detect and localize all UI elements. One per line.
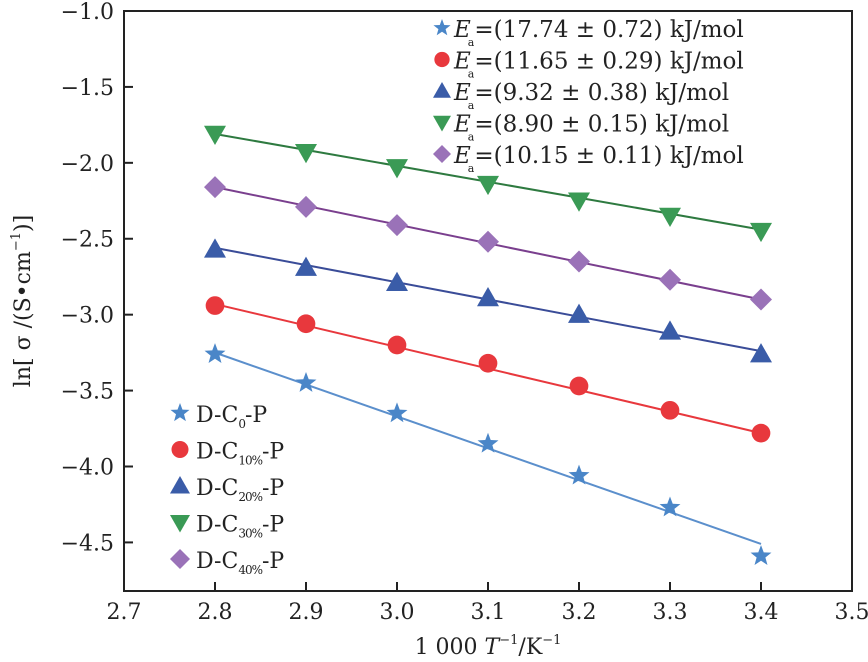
data-point-circle xyxy=(387,335,407,355)
data-point-triangle-down xyxy=(204,125,226,145)
x-tick-label: 3.3 xyxy=(653,600,688,625)
data-point-triangle-up xyxy=(750,343,772,363)
x-axis: 2.7 2.8 2.9 3.0 3.1 3.2 3.3 3.4 3.5 xyxy=(107,582,868,625)
x-tick-label: 3.0 xyxy=(380,600,415,625)
data-point-triangle-up xyxy=(295,256,317,276)
data-point-star xyxy=(295,371,317,392)
legend-label: D-C30%-P xyxy=(196,513,284,541)
data-point-diamond xyxy=(568,250,590,273)
y-tick-label: −3.5 xyxy=(61,380,114,405)
data-point-diamond xyxy=(659,268,681,291)
data-point-diamond xyxy=(295,195,317,218)
data-point-star xyxy=(386,402,408,423)
ea-legend-label: Ea=(8.90 ± 0.15) kJ/mol xyxy=(453,112,729,144)
x-tick-label: 3.2 xyxy=(562,600,597,625)
ea-legend-marker-diamond xyxy=(433,145,451,163)
data-point-diamond xyxy=(477,230,499,253)
data-point-diamond xyxy=(750,288,772,311)
ea-legend-label: Ea=(17.74 ± 0.72) kJ/mol xyxy=(453,17,744,49)
data-point-triangle-up xyxy=(204,238,226,258)
data-points xyxy=(204,125,772,565)
ea-legend-label: Ea=(11.65 ± 0.29) kJ/mol xyxy=(453,49,744,81)
x-tick-label: 2.9 xyxy=(289,600,324,625)
data-point-triangle-up xyxy=(568,303,590,323)
data-point-triangle-up xyxy=(659,320,681,340)
x-tick-label: 2.8 xyxy=(198,600,233,625)
ea-legend-label: Ea=(9.32 ± 0.38) kJ/mol xyxy=(453,80,729,112)
y-tick-label: −4.0 xyxy=(61,455,114,480)
ea-legend-marker-triangle-down xyxy=(433,115,451,132)
data-point-diamond xyxy=(386,214,408,237)
data-point-circle xyxy=(205,296,225,315)
data-point-triangle-up xyxy=(386,271,408,292)
data-point-circle xyxy=(296,314,316,334)
legend-marker-star xyxy=(170,403,190,422)
data-point-triangle-down xyxy=(659,207,681,227)
y-tick-label: −1.5 xyxy=(61,76,114,101)
data-point-triangle-up xyxy=(477,286,499,307)
data-point-diamond xyxy=(204,176,226,199)
data-point-triangle-down xyxy=(568,192,590,212)
data-point-triangle-down xyxy=(295,143,317,164)
y-tick-label: −1.0 xyxy=(61,0,114,25)
y-tick-label: −3.0 xyxy=(61,304,114,329)
ea-legend-marker-star xyxy=(433,19,451,36)
legend-marker-diamond xyxy=(170,549,190,569)
x-axis-title: 1 000 T−1/K−1 xyxy=(415,633,562,660)
y-tick-label: −2.5 xyxy=(61,228,114,253)
legend-marker-triangle-down xyxy=(170,515,190,533)
ea-legend-marker-triangle-up xyxy=(433,82,451,98)
legend-label: D-C10%-P xyxy=(196,440,284,468)
data-point-star xyxy=(568,464,590,485)
x-tick-label: 3.4 xyxy=(744,600,779,625)
data-point-triangle-down xyxy=(477,175,499,196)
y-axis-title: ln[ σ /(S•cm−1)] xyxy=(9,215,36,387)
legend-label: D-C0-P xyxy=(196,403,267,431)
ea-legend-label: Ea=(10.15 ± 0.11) kJ/mol xyxy=(453,143,744,175)
legend-label: D-C20%-P xyxy=(196,476,284,504)
y-axis: −1.0 −1.5 −2.0 −2.5 −3.0 −3.5 −4.0 −4.5 xyxy=(61,0,133,556)
x-tick-label: 2.7 xyxy=(107,600,142,625)
legend-marker-circle xyxy=(171,441,189,458)
x-tick-label: 3.1 xyxy=(471,600,506,625)
data-point-triangle-down xyxy=(386,159,408,179)
data-point-star xyxy=(204,343,226,364)
data-point-triangle-down xyxy=(750,222,772,243)
legend-marker-triangle-up xyxy=(170,476,190,494)
data-point-star xyxy=(750,545,772,565)
data-point-circle xyxy=(569,376,589,396)
ea-legend-marker-circle xyxy=(434,51,450,68)
data-point-circle xyxy=(751,423,771,443)
series-legend: D-C0-P D-C10%-P D-C20%-P D-C30%-P D-C40%-P xyxy=(170,403,284,577)
data-point-circle xyxy=(478,353,498,373)
legend-label: D-C40%-P xyxy=(196,549,284,577)
data-point-star xyxy=(477,432,499,453)
x-tick-label: 3.5 xyxy=(835,600,868,625)
y-tick-label: −2.0 xyxy=(61,152,114,177)
data-point-star xyxy=(659,496,681,517)
y-tick-label: −4.5 xyxy=(61,531,114,556)
data-point-circle xyxy=(660,400,680,420)
